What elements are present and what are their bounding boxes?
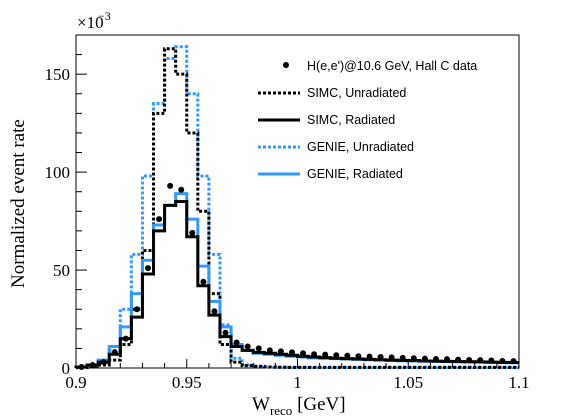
legend-label-genie-unradiated: GENIE, Unradiated bbox=[307, 140, 414, 154]
data-point bbox=[144, 265, 151, 272]
data-point bbox=[211, 308, 218, 315]
legend-label-simc-unradiated: SIMC, Unradiated bbox=[307, 86, 406, 100]
data-point bbox=[432, 355, 439, 362]
x-tick-label: 1.05 bbox=[393, 373, 423, 392]
series-simc-radiated bbox=[74, 200, 519, 369]
x-tick-label: 1.1 bbox=[508, 373, 529, 392]
data-point bbox=[89, 362, 96, 369]
data-point bbox=[377, 354, 384, 361]
series-genie-unradiated bbox=[74, 45, 519, 369]
series-layer bbox=[74, 45, 519, 371]
x-axis-label-sub: reco bbox=[270, 403, 292, 418]
y-exponent-base: ×10 bbox=[77, 13, 104, 32]
data-point bbox=[156, 216, 163, 223]
data-point bbox=[399, 354, 406, 361]
x-tick-label: 1 bbox=[293, 373, 302, 392]
y-tick-label: 100 bbox=[45, 163, 71, 182]
x-axis-label-unit: [GeV] bbox=[292, 394, 345, 415]
data-point bbox=[233, 339, 240, 346]
data-point bbox=[444, 356, 451, 363]
y-tick-label: 50 bbox=[53, 261, 70, 280]
data-point bbox=[421, 355, 428, 362]
legend-label-simc-radiated: SIMC, Radiated bbox=[307, 113, 395, 127]
data-point bbox=[466, 356, 473, 363]
data-point bbox=[355, 353, 362, 360]
data-point bbox=[477, 357, 484, 364]
data-point bbox=[200, 278, 207, 285]
data-point bbox=[244, 343, 251, 350]
data-point bbox=[410, 355, 417, 362]
legend-label-data: H(e,e')@10.6 GeV, Hall C data bbox=[307, 59, 477, 73]
data-point bbox=[455, 356, 462, 363]
legend-marker-data bbox=[283, 62, 289, 68]
data-point bbox=[388, 354, 395, 361]
y-exponent-power: −3 bbox=[98, 9, 111, 23]
data-point bbox=[322, 351, 329, 358]
legend-label-genie-radiated: GENIE, Radiated bbox=[307, 167, 403, 181]
x-tick-label: 0.95 bbox=[172, 373, 202, 392]
data-point bbox=[300, 350, 307, 357]
data-point bbox=[311, 351, 318, 358]
data-point bbox=[111, 349, 118, 356]
y-tick-label: 150 bbox=[45, 65, 71, 84]
axes: 0.9 0.95 1 1.05 1.1 0 50 100 150 bbox=[45, 34, 530, 392]
data-point bbox=[222, 329, 229, 336]
data-point bbox=[78, 364, 85, 371]
data-point bbox=[288, 349, 295, 356]
legend: H(e,e')@10.6 GeV, Hall C data SIMC, Unra… bbox=[258, 59, 477, 181]
data-point bbox=[178, 186, 185, 193]
data-point bbox=[189, 229, 196, 236]
y-tick-label: 0 bbox=[62, 359, 71, 378]
data-point bbox=[488, 357, 495, 364]
data-point bbox=[122, 335, 129, 342]
data-point bbox=[333, 352, 340, 359]
data-point bbox=[499, 357, 506, 364]
data-point bbox=[100, 359, 107, 366]
data-point bbox=[255, 345, 262, 352]
data-point bbox=[277, 348, 284, 355]
data-point bbox=[266, 347, 273, 354]
x-tick-label: 0.9 bbox=[65, 373, 86, 392]
data-point bbox=[167, 182, 174, 189]
data-point bbox=[366, 353, 373, 360]
x-axis-label-main: W bbox=[252, 394, 270, 415]
data-point bbox=[344, 352, 351, 359]
y-axis-label: Normalized event rate bbox=[8, 119, 29, 288]
x-axis-label: Wreco [GeV] bbox=[252, 394, 346, 418]
data-point bbox=[510, 358, 517, 365]
data-point bbox=[133, 306, 140, 313]
